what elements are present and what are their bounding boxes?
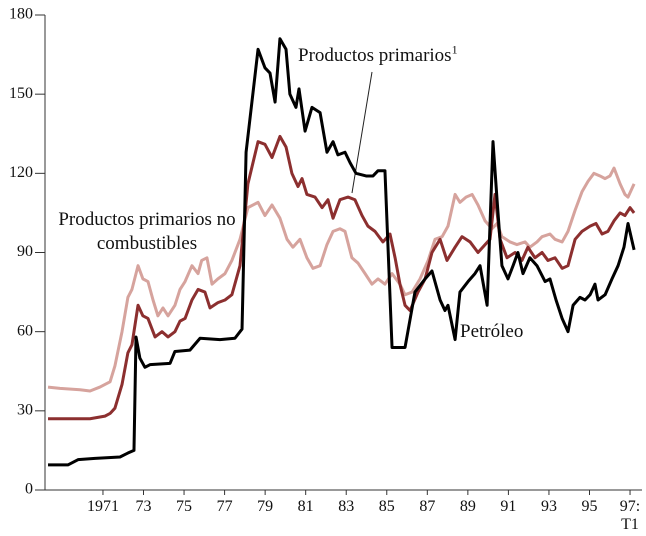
x-tick-label: 97: T1 [619, 498, 641, 533]
x-tick-label: 85 [378, 498, 395, 515]
y-tick-label: 90 [17, 243, 33, 260]
x-tick-label: 87 [419, 498, 436, 515]
y-tick-label: 60 [17, 322, 33, 339]
series-label: Petróleo [460, 321, 524, 342]
y-tick-label: 30 [17, 402, 33, 419]
x-tick-label: 91 [500, 498, 517, 515]
x-tick-label: 93 [540, 498, 557, 515]
x-tick-label: 77 [216, 498, 233, 515]
x-tick-label: 95 [581, 498, 598, 515]
x-tick-label: 81 [297, 498, 314, 515]
y-tick-label: 120 [9, 164, 33, 181]
series-line [48, 134, 636, 421]
series-label-text: Productos primarios [298, 45, 452, 66]
series-line [47, 166, 636, 393]
y-tick-label: 180 [9, 6, 33, 23]
series-label: Productos primarios1 [298, 44, 458, 68]
x-tick-label: 1971 [86, 498, 119, 515]
x-tick-label: 89 [459, 498, 476, 515]
x-tick-label: 79 [257, 498, 274, 515]
series-label: Productos primarios no combustibles [58, 209, 236, 254]
footnote-marker: 1 [451, 42, 458, 57]
series-line [48, 37, 636, 467]
x-tick-label: 75 [176, 498, 193, 515]
y-tick-label: 150 [9, 85, 33, 102]
x-tick-label: 83 [338, 498, 355, 515]
y-tick-label: 0 [25, 481, 33, 498]
x-tick-label: 73 [135, 498, 152, 515]
